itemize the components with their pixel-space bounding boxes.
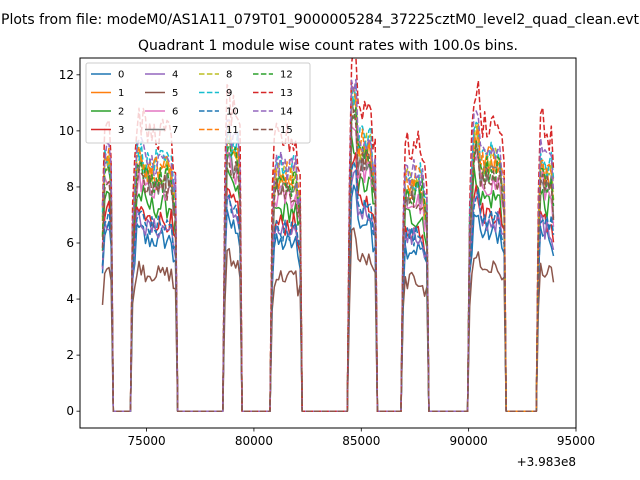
legend-label-7: 7: [172, 125, 178, 136]
legend-label-4: 4: [172, 70, 178, 81]
legend-label-14: 14: [280, 107, 293, 118]
y-tick-label: 6: [66, 236, 74, 250]
legend-label-10: 10: [226, 107, 239, 118]
x-tick-label: 85000: [342, 434, 380, 448]
x-tick-label: 95000: [557, 434, 595, 448]
legend-label-0: 0: [118, 70, 124, 81]
y-tick-label: 2: [66, 348, 74, 362]
legend-label-11: 11: [226, 125, 239, 136]
y-axis: 0 2 4 6 8 10 12: [59, 68, 80, 418]
chart-title: Quadrant 1 module wise count rates with …: [138, 38, 518, 54]
legend-label-6: 6: [172, 107, 178, 118]
legend-label-13: 13: [280, 88, 293, 99]
legend-label-1: 1: [118, 88, 124, 99]
y-tick-label: 0: [66, 404, 74, 418]
legend-label-2: 2: [118, 107, 124, 118]
y-tick-label: 4: [66, 292, 74, 306]
legend-label-15: 15: [280, 125, 293, 136]
legend-label-5: 5: [172, 88, 178, 99]
legend-label-12: 12: [280, 70, 293, 81]
x-tick-label: 90000: [450, 434, 488, 448]
legend-box: [85, 62, 311, 144]
y-tick-label: 12: [59, 68, 74, 82]
series-line-15: [101, 109, 555, 412]
y-tick-label: 8: [66, 180, 74, 194]
y-tick-label: 10: [59, 124, 74, 138]
legend-label-9: 9: [226, 88, 232, 99]
x-axis: 75000 80000 85000 90000 95000: [127, 428, 595, 448]
x-tick-label: 75000: [127, 434, 165, 448]
x-tick-label: 80000: [235, 434, 273, 448]
x-offset-label: +3.983e8: [517, 455, 576, 469]
series-layer: [101, 58, 555, 412]
figure-suptitle: Plots from file: modeM0/AS1A11_079T01_90…: [1, 12, 639, 28]
legend-label-8: 8: [226, 70, 232, 81]
legend-label-3: 3: [118, 125, 124, 136]
